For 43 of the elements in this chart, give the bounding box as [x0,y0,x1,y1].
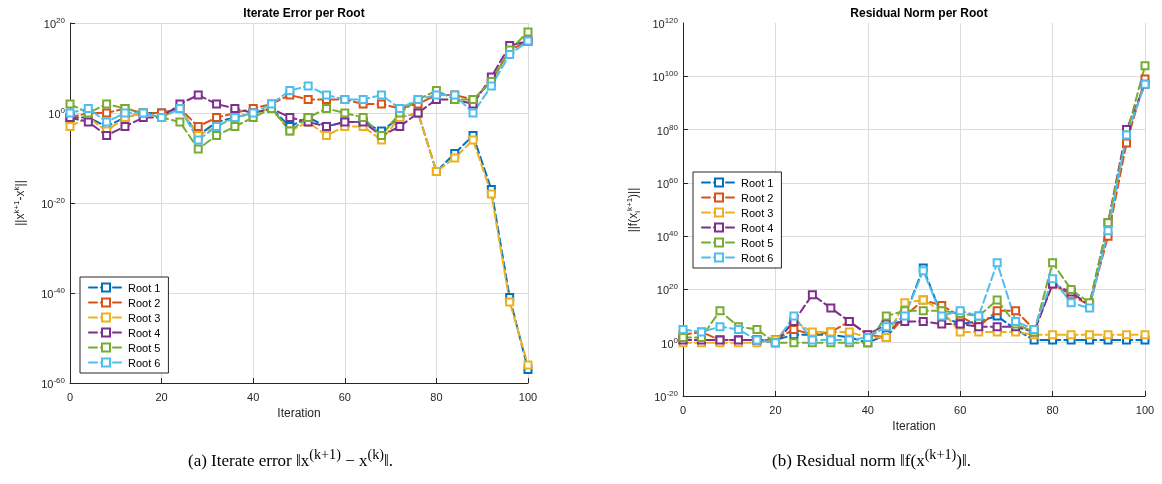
x-tick-label: 20 [155,390,168,403]
y-tick-label: 10$^{40}$ [656,229,678,245]
x-tick-label: 100 [1135,403,1155,416]
legend-label: Root 1 [741,176,774,189]
x-axis-title: Iteration [277,406,321,420]
x-tick-label: 80 [1046,403,1059,416]
y-tick-label: 10$^{0}$ [661,335,678,351]
x-tick-label: 0 [66,390,74,403]
legend-label: Root 1 [128,281,161,294]
x-tick-label: 40 [861,403,874,416]
y-tick-label: 10$^{-20}$ [654,389,678,404]
y-tick-label: 10$^{80}$ [656,122,678,138]
legend-label: Root 3 [128,311,161,324]
legend-label: Root 5 [741,236,774,249]
legend-label: Root 6 [128,356,161,369]
chart-title: Iterate Error per Root [243,6,365,20]
x-tick-label: 60 [338,390,351,403]
y-tick-label: 10$^{20}$ [656,282,678,298]
legend-label: Root 2 [128,296,161,309]
y-tick-label: 10$^{-40}$ [41,286,65,301]
chart-title: Residual Norm per Root [850,6,988,20]
legend-label: Root 2 [741,191,774,204]
x-axis-title: Iteration [892,419,936,433]
x-tick-label: 80 [430,390,443,403]
text: (a) Iterate error ‖x$^{(k+1)}$ − x$^{(k)}$‖. [186,446,394,471]
text: (b) Residual norm ‖f(x$^{(k+1)}$)‖. [771,446,972,471]
x-tick-label: 0 [679,403,687,416]
legend-label: Root 4 [741,221,774,234]
legend-label: Root 3 [741,206,774,219]
y-tick-label: 10$^{100}$ [652,69,678,85]
x-tick-label: 100 [518,390,538,403]
y-tick-label: 10$^{120}$ [652,16,678,31]
y-tick-label: 10$^{20}$ [43,16,65,31]
y-tick-label: 10$^{-60}$ [41,376,65,391]
legend-label: Root 6 [741,251,774,264]
y-tick-label: 10$^{-20}$ [41,196,65,211]
y-tick-label: 10$^{0}$ [48,106,65,121]
y-tick-label: 10$^{60}$ [656,175,678,191]
legend-label: Root 5 [128,341,161,354]
x-tick-label: 20 [769,403,782,416]
legend-label: Root 4 [128,326,161,339]
x-tick-label: 40 [247,390,260,403]
x-tick-label: 60 [954,403,967,416]
